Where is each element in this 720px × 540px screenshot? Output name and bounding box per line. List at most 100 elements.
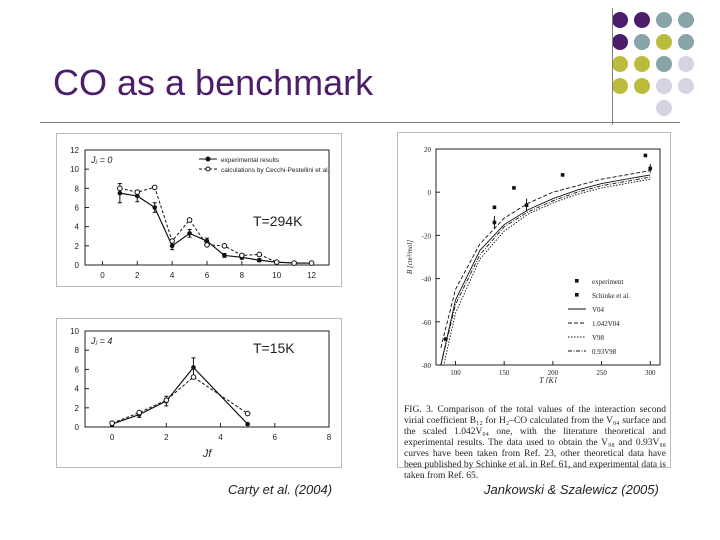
- y-tick-label: 8: [75, 184, 80, 193]
- data-point-calculation: [109, 420, 115, 426]
- data-point-experimental: [245, 421, 250, 427]
- y-tick-label: -20: [422, 232, 432, 240]
- y-tick-label: 4: [75, 223, 80, 232]
- credit-left: Carty et al. (2004): [228, 482, 333, 497]
- chart-panel-294K: 0 2 4 6 8 10 12 0 2 4 6 8 10 12 Jⱼ = 0 T=294K experiment…: [56, 133, 342, 287]
- x-tick-label: 4: [218, 433, 223, 442]
- y-tick-label: 12: [70, 146, 79, 155]
- series-line-1.042V04: [440, 170, 651, 348]
- corner-dot: [656, 100, 672, 116]
- data-point-schinke: [443, 337, 448, 341]
- data-point-schinke: [560, 173, 565, 177]
- data-point-calculation: [256, 251, 263, 258]
- data-point-experiment: [648, 166, 653, 171]
- x-tick-label: 8: [327, 433, 332, 442]
- series-line-calculation: [119, 186, 312, 264]
- data-point-calculation: [190, 374, 197, 380]
- chart-panel-15K: 0 2 4 6 8 10 0 2 4 6 8 Jⱼ = 4 T=15K Jf: [56, 318, 342, 468]
- x-tick-label: 0: [110, 433, 115, 442]
- plot-frame: [84, 330, 330, 428]
- corner-dot: [612, 56, 628, 72]
- data-point-calculation: [244, 410, 251, 417]
- y-tick-label: 8: [75, 346, 80, 355]
- data-point-calculation: [221, 243, 228, 249]
- data-point-calculation: [163, 397, 170, 403]
- data-point-experimental: [222, 253, 227, 258]
- legend-label: Schinke et al.: [592, 292, 630, 300]
- data-point-experimental: [204, 238, 210, 244]
- x-tick-label: 300: [645, 369, 656, 377]
- legend-label: 0.93V98: [592, 348, 617, 356]
- data-point-calculation: [308, 260, 315, 266]
- x-tick-label: 150: [499, 369, 510, 377]
- data-point-experimental: [152, 205, 158, 210]
- data-point-calculation: [291, 260, 297, 266]
- data-point-calculation: [273, 259, 280, 265]
- x-tick-label: 250: [596, 369, 607, 377]
- data-point-calculation: [169, 238, 175, 244]
- data-point-experimental: [169, 243, 175, 249]
- data-point-experimental: [256, 257, 262, 263]
- x-tick-label: 6: [205, 271, 210, 280]
- data-point-schinke: [512, 186, 516, 190]
- corner-dot: [656, 12, 672, 28]
- legend-marker: [575, 279, 579, 283]
- corner-dot: [678, 78, 694, 94]
- series-line-V98: [443, 178, 651, 365]
- x-tick-label: 200: [548, 369, 559, 377]
- panel-state-label: Jⱼ = 0: [90, 155, 112, 165]
- y-tick-label: 20: [424, 146, 432, 154]
- x-axis-label: Jf: [202, 448, 213, 460]
- corner-dot: [612, 34, 628, 50]
- y-tick-label: 10: [70, 165, 79, 174]
- chart-panel-virial: 20 0 -20 -40 -60 -80 100 150 200 250 300 T [K] B [cm…: [397, 132, 671, 481]
- y-tick-label: -40: [422, 276, 432, 284]
- legend-marker: [205, 156, 211, 162]
- data-point-calculation: [186, 217, 193, 223]
- legend-label: 1.042V04: [592, 320, 620, 328]
- series-line-calculation: [111, 376, 248, 424]
- corner-dot: [634, 78, 650, 94]
- panel-state-label: Jⱼ = 4: [90, 336, 112, 346]
- data-point-calculation: [117, 185, 123, 192]
- legend-label: V04: [592, 306, 605, 314]
- title-divider-horizontal: [40, 122, 680, 123]
- chart-15K: 0 2 4 6 8 10 0 2 4 6 8 Jⱼ = 4 T=15K Jf: [70, 327, 332, 460]
- legend-label: experiment: [592, 278, 624, 286]
- x-tick-label: 2: [164, 433, 169, 442]
- y-tick-label: -80: [422, 362, 432, 370]
- y-tick-label: 6: [75, 365, 80, 374]
- legend-marker: [205, 166, 211, 172]
- y-tick-label: 0: [75, 261, 80, 270]
- slide-title: CO as a benchmark: [53, 62, 374, 103]
- temperature-annotation: T=294K: [253, 213, 303, 229]
- x-tick-label: 6: [273, 433, 278, 442]
- data-point-experiment: [492, 220, 497, 225]
- x-axis-label: T [K]: [539, 376, 557, 383]
- y-tick-label: 10: [70, 327, 79, 336]
- y-tick-label: -60: [422, 319, 432, 327]
- legend-marker: [575, 293, 579, 297]
- plot-frame: [435, 148, 661, 366]
- data-point-calculation: [204, 242, 210, 248]
- y-tick-label: 4: [75, 385, 80, 394]
- data-point-experimental: [191, 365, 196, 370]
- y-tick-label: 0: [75, 423, 80, 432]
- y-axis-label: B [cm³/mol]: [406, 240, 414, 274]
- corner-dot: [612, 12, 628, 28]
- x-tick-label: 0: [100, 271, 105, 280]
- legend-label: experimental results: [221, 157, 280, 164]
- corner-dot: [678, 34, 694, 50]
- corner-dot: [656, 56, 672, 72]
- chart-294K: 0 2 4 6 8 10 12 0 2 4 6 8 10 12 Jⱼ = 0 T=294K experiment…: [70, 146, 329, 280]
- x-tick-label: 10: [272, 271, 281, 280]
- y-tick-label: 2: [75, 242, 80, 251]
- data-point-experimental: [187, 231, 192, 236]
- y-tick-label: 0: [428, 189, 432, 197]
- corner-dot: [634, 12, 650, 28]
- series-line-V04: [440, 174, 651, 365]
- x-tick-label: 12: [307, 271, 316, 280]
- series-line-0.93V98: [440, 176, 651, 365]
- title-divider-vertical: [612, 8, 613, 125]
